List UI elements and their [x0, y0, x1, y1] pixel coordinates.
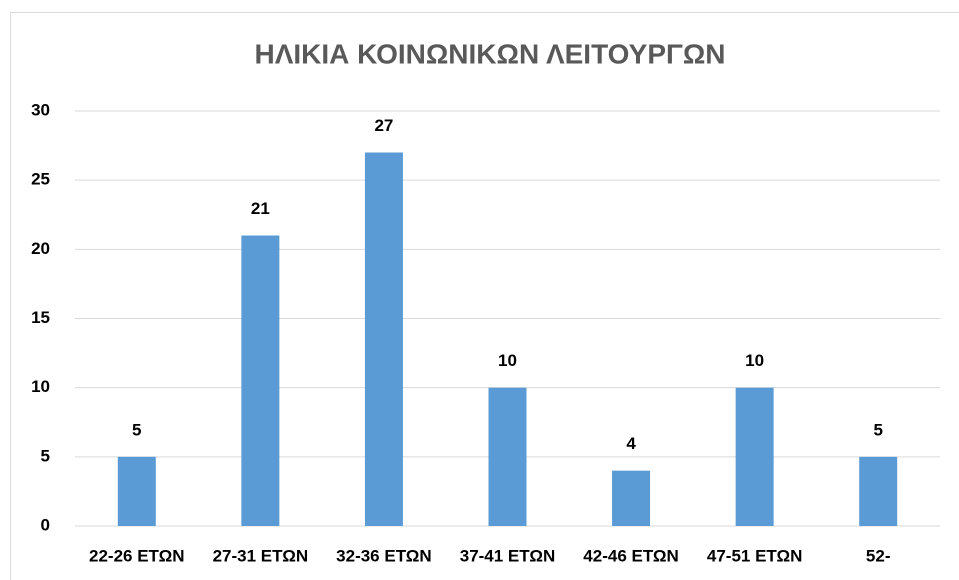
x-tick-label: 32-36 ΕΤΩΝ	[336, 546, 432, 565]
chart-title: ΗΛΙΚΙΑ ΚΟΙΝΩΝΙΚΩΝ ΛΕΙΤΟΥΡΓΩΝ	[254, 38, 725, 69]
data-label: 27	[374, 116, 393, 135]
x-tick-label: 27-31 ΕΤΩΝ	[213, 546, 309, 565]
y-tick-label: 25	[31, 170, 50, 189]
y-tick-label: 30	[31, 100, 50, 119]
y-tick-label: 15	[31, 308, 50, 327]
x-tick-label: 22-26 ΕΤΩΝ	[89, 546, 185, 565]
x-tick-label: 37-41 ΕΤΩΝ	[460, 546, 556, 565]
bar	[364, 152, 403, 526]
y-tick-label: 20	[31, 239, 50, 258]
y-tick-label: 0	[41, 515, 50, 534]
data-label: 10	[498, 351, 517, 370]
bar	[488, 387, 527, 526]
bar	[117, 456, 156, 526]
bar	[241, 235, 280, 526]
bar	[859, 456, 898, 526]
data-label: 21	[251, 199, 270, 218]
x-tick-label: 47-51 ΕΤΩΝ	[707, 546, 803, 565]
chart-border	[10, 12, 959, 580]
y-tick-label: 10	[31, 377, 50, 396]
bar	[735, 387, 774, 526]
data-label: 5	[873, 420, 882, 439]
y-tick-label: 5	[41, 446, 50, 465]
data-label: 5	[132, 420, 141, 439]
x-tick-label: 42-46 ΕΤΩΝ	[583, 546, 679, 565]
x-tick-label: 52-	[866, 546, 891, 565]
data-label: 4	[626, 434, 636, 453]
data-label: 10	[745, 351, 764, 370]
bar	[612, 470, 651, 526]
